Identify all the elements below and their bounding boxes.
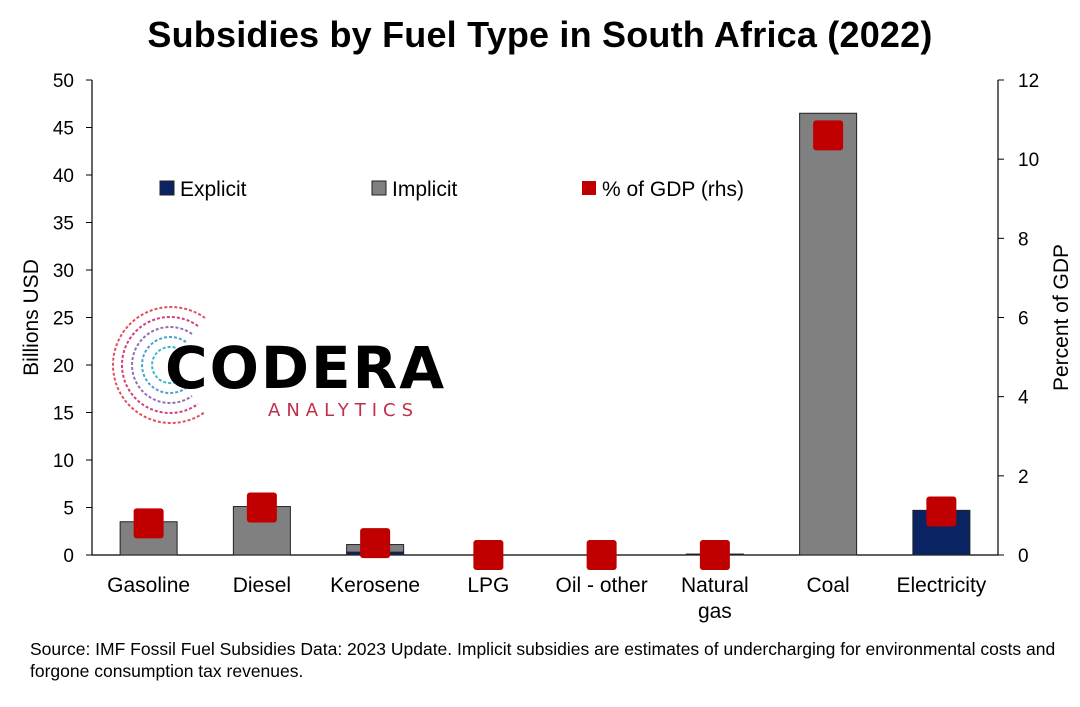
y-tick-label: 20	[53, 356, 74, 377]
source-note: Source: IMF Fossil Fuel Subsidies Data: …	[30, 639, 1056, 681]
y-tick-label: 45	[53, 119, 74, 140]
legend-label: Explicit	[180, 178, 247, 201]
x-tick-label: Oil - other	[556, 574, 648, 597]
x-tick-label: Electricity	[896, 574, 986, 597]
bar-implicit	[799, 112, 858, 556]
logo-swirl-icon	[112, 306, 206, 424]
y2-tick-label: 4	[1018, 388, 1029, 409]
y2-tick-label: 8	[1018, 229, 1029, 250]
x-tick-label: Coal	[807, 574, 850, 597]
legend-label: Implicit	[392, 178, 458, 201]
plot-area: 0 5 10 15 20 25 30 35 40 45 50 0 2 4 6 8 10 12 Billions US…	[20, 71, 1073, 623]
y-tick-label: 40	[53, 166, 74, 187]
x-tick-label: Kerosene	[330, 574, 420, 597]
y-tick-label: 30	[53, 261, 74, 282]
y-tick-label: 5	[63, 499, 74, 520]
y2-tick-label: 0	[1018, 546, 1029, 567]
y-tick-label: 0	[63, 546, 74, 567]
gdp-marker	[586, 540, 617, 570]
legend-swatch	[582, 181, 596, 195]
y2-tick-label: 12	[1018, 71, 1039, 92]
y2-tick-label: 10	[1018, 150, 1039, 171]
y-tick-label: 25	[53, 309, 74, 330]
y-tick-label: 10	[53, 451, 74, 472]
logo-sub: ANALYTICS	[268, 400, 419, 421]
y2-axis-title: Percent of GDP	[1050, 244, 1073, 391]
logo-name: CODERA	[165, 334, 446, 402]
y-axis-title: Billions USD	[20, 259, 43, 376]
gdp-marker	[360, 528, 391, 559]
gdp-marker	[473, 540, 504, 570]
y-tick-label: 50	[53, 71, 74, 92]
y2-tick-label: 6	[1018, 309, 1029, 330]
x-tick-label: Natural	[681, 574, 749, 597]
x-tick-label: LPG	[467, 574, 509, 597]
legend-swatch	[371, 180, 387, 196]
y-tick-label: 15	[53, 404, 74, 425]
gdp-marker	[926, 496, 957, 527]
gdp-marker	[813, 120, 844, 151]
y-tick-label: 35	[53, 214, 74, 235]
x-tick-label: Gasoline	[107, 574, 190, 597]
legend-swatch	[159, 180, 175, 196]
chart-title: Subsidies by Fuel Type in South Africa (…	[147, 14, 933, 55]
legend-label: % of GDP (rhs)	[602, 178, 744, 201]
gdp-marker	[699, 540, 730, 570]
x-tick-label: Diesel	[233, 574, 291, 597]
gdp-marker	[246, 492, 277, 523]
codera-logo: CODERA ANALYTICS	[112, 306, 446, 424]
gdp-marker	[133, 508, 164, 539]
x-tick-label: gas	[698, 600, 732, 623]
y2-tick-label: 2	[1018, 467, 1029, 488]
